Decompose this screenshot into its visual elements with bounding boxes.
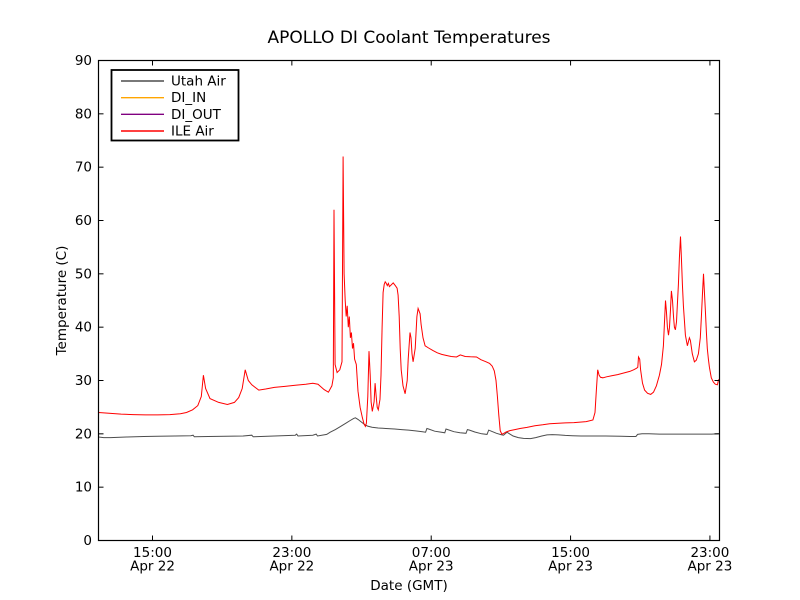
x-tick-date-label: Apr 23 [688, 559, 733, 575]
plot-border [97, 59, 721, 542]
x-tick-date-label: Apr 23 [548, 559, 593, 575]
x-tick-time-label: 07:00 [412, 545, 451, 561]
x-tick-time-label: 23:00 [272, 545, 311, 561]
y-tick-label: 70 [75, 160, 92, 176]
x-axis-label: Date (GMT) [370, 578, 447, 594]
legend-entry: Utah Air [121, 74, 226, 90]
y-tick-label: 20 [75, 426, 92, 442]
legend-entry: DI_IN [121, 90, 206, 106]
y-axis-label: Temperature (C) [54, 246, 70, 357]
legend-label: DI_IN [171, 90, 206, 106]
legend-box [110, 69, 240, 142]
x-tick-date-label: Apr 22 [269, 559, 314, 575]
y-tick-label: 0 [83, 533, 92, 549]
series-line-ile-air [98, 156, 720, 435]
x-tick-date-label: Apr 23 [409, 559, 454, 575]
legend: Utah Air DI_IN DI_OUT ILE Air [110, 69, 240, 142]
tick-marks [98, 60, 720, 541]
y-tick-label: 30 [75, 373, 92, 389]
legend-label: DI_OUT [171, 107, 222, 123]
x-tick-time-label: 15:00 [551, 545, 590, 561]
y-tick-label: 80 [75, 106, 92, 122]
y-tick-label: 40 [75, 320, 92, 336]
plot-series [98, 156, 720, 440]
x-tick-date-label: Apr 22 [130, 559, 175, 575]
legend-entry: ILE Air [121, 124, 214, 140]
legend-label: ILE Air [171, 124, 214, 140]
y-tick-label: 50 [75, 266, 92, 282]
chart-title: APOLLO DI Coolant Temperatures [267, 28, 550, 48]
legend-label: Utah Air [171, 74, 226, 90]
y-tick-label: 90 [75, 53, 92, 69]
legend-entry: DI_OUT [121, 107, 222, 123]
series-line-utah-air [98, 417, 719, 440]
y-tick-label: 60 [75, 213, 92, 229]
y-tick-label: 10 [75, 480, 92, 496]
x-tick-time-label: 15:00 [133, 545, 172, 561]
x-tick-time-label: 23:00 [690, 545, 729, 561]
